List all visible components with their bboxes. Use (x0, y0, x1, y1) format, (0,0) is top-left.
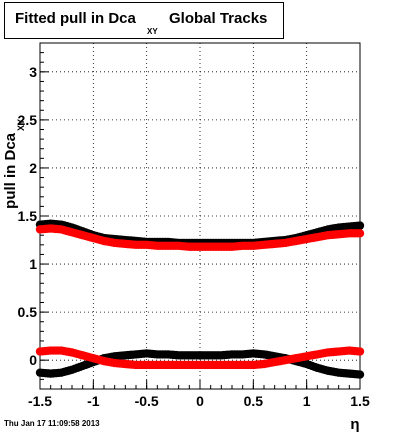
y-tick-label: 1 (29, 256, 37, 272)
y-axis-label: pull in Dca (2, 132, 19, 209)
y-tick-label: 0.5 (18, 304, 38, 320)
x-tick-label: -1.5 (28, 393, 52, 409)
y-tick-label: 2.5 (18, 112, 38, 128)
chart-title-subscript: XY (147, 27, 158, 36)
y-tick-label: 0 (29, 352, 37, 368)
x-tick-label: 1.5 (350, 393, 370, 409)
x-axis-label: η (350, 416, 359, 433)
x-tick-label: -1 (87, 393, 100, 409)
axis-tick-labels: -1.5 -1 -0.5 0 0.5 1 1.5 0 0.5 1 1.5 2 2.5 3 (18, 64, 370, 409)
timestamp: Thu Jan 17 11:09:58 2013 (4, 419, 100, 428)
axis-ticks (39, 42, 361, 390)
data-point (355, 347, 365, 356)
x-tick-label: 0.5 (244, 393, 264, 409)
data-point (355, 229, 365, 238)
y-axis-label-subscript: XY (16, 119, 26, 131)
data-point (355, 370, 365, 379)
y-tick-label: 1.5 (18, 208, 38, 224)
y-tick-label: 3 (29, 64, 37, 80)
title-box: Fitted pull in Dca XY Global Tracks (4, 2, 284, 39)
data-markers (35, 219, 365, 379)
x-tick-label: 0 (196, 393, 204, 409)
data-point (355, 221, 365, 230)
series-3 (35, 346, 365, 370)
x-tick-label: 1 (303, 393, 311, 409)
y-tick-label: 2 (29, 160, 37, 176)
x-tick-label: -0.5 (135, 393, 159, 409)
y-axis-label-group: pull in Dca XY (2, 119, 26, 209)
chart-title: Fitted pull in Dca (15, 10, 136, 27)
series-1 (35, 224, 365, 251)
grid-lines (40, 43, 360, 389)
chart-title-rest: Global Tracks (169, 10, 268, 27)
